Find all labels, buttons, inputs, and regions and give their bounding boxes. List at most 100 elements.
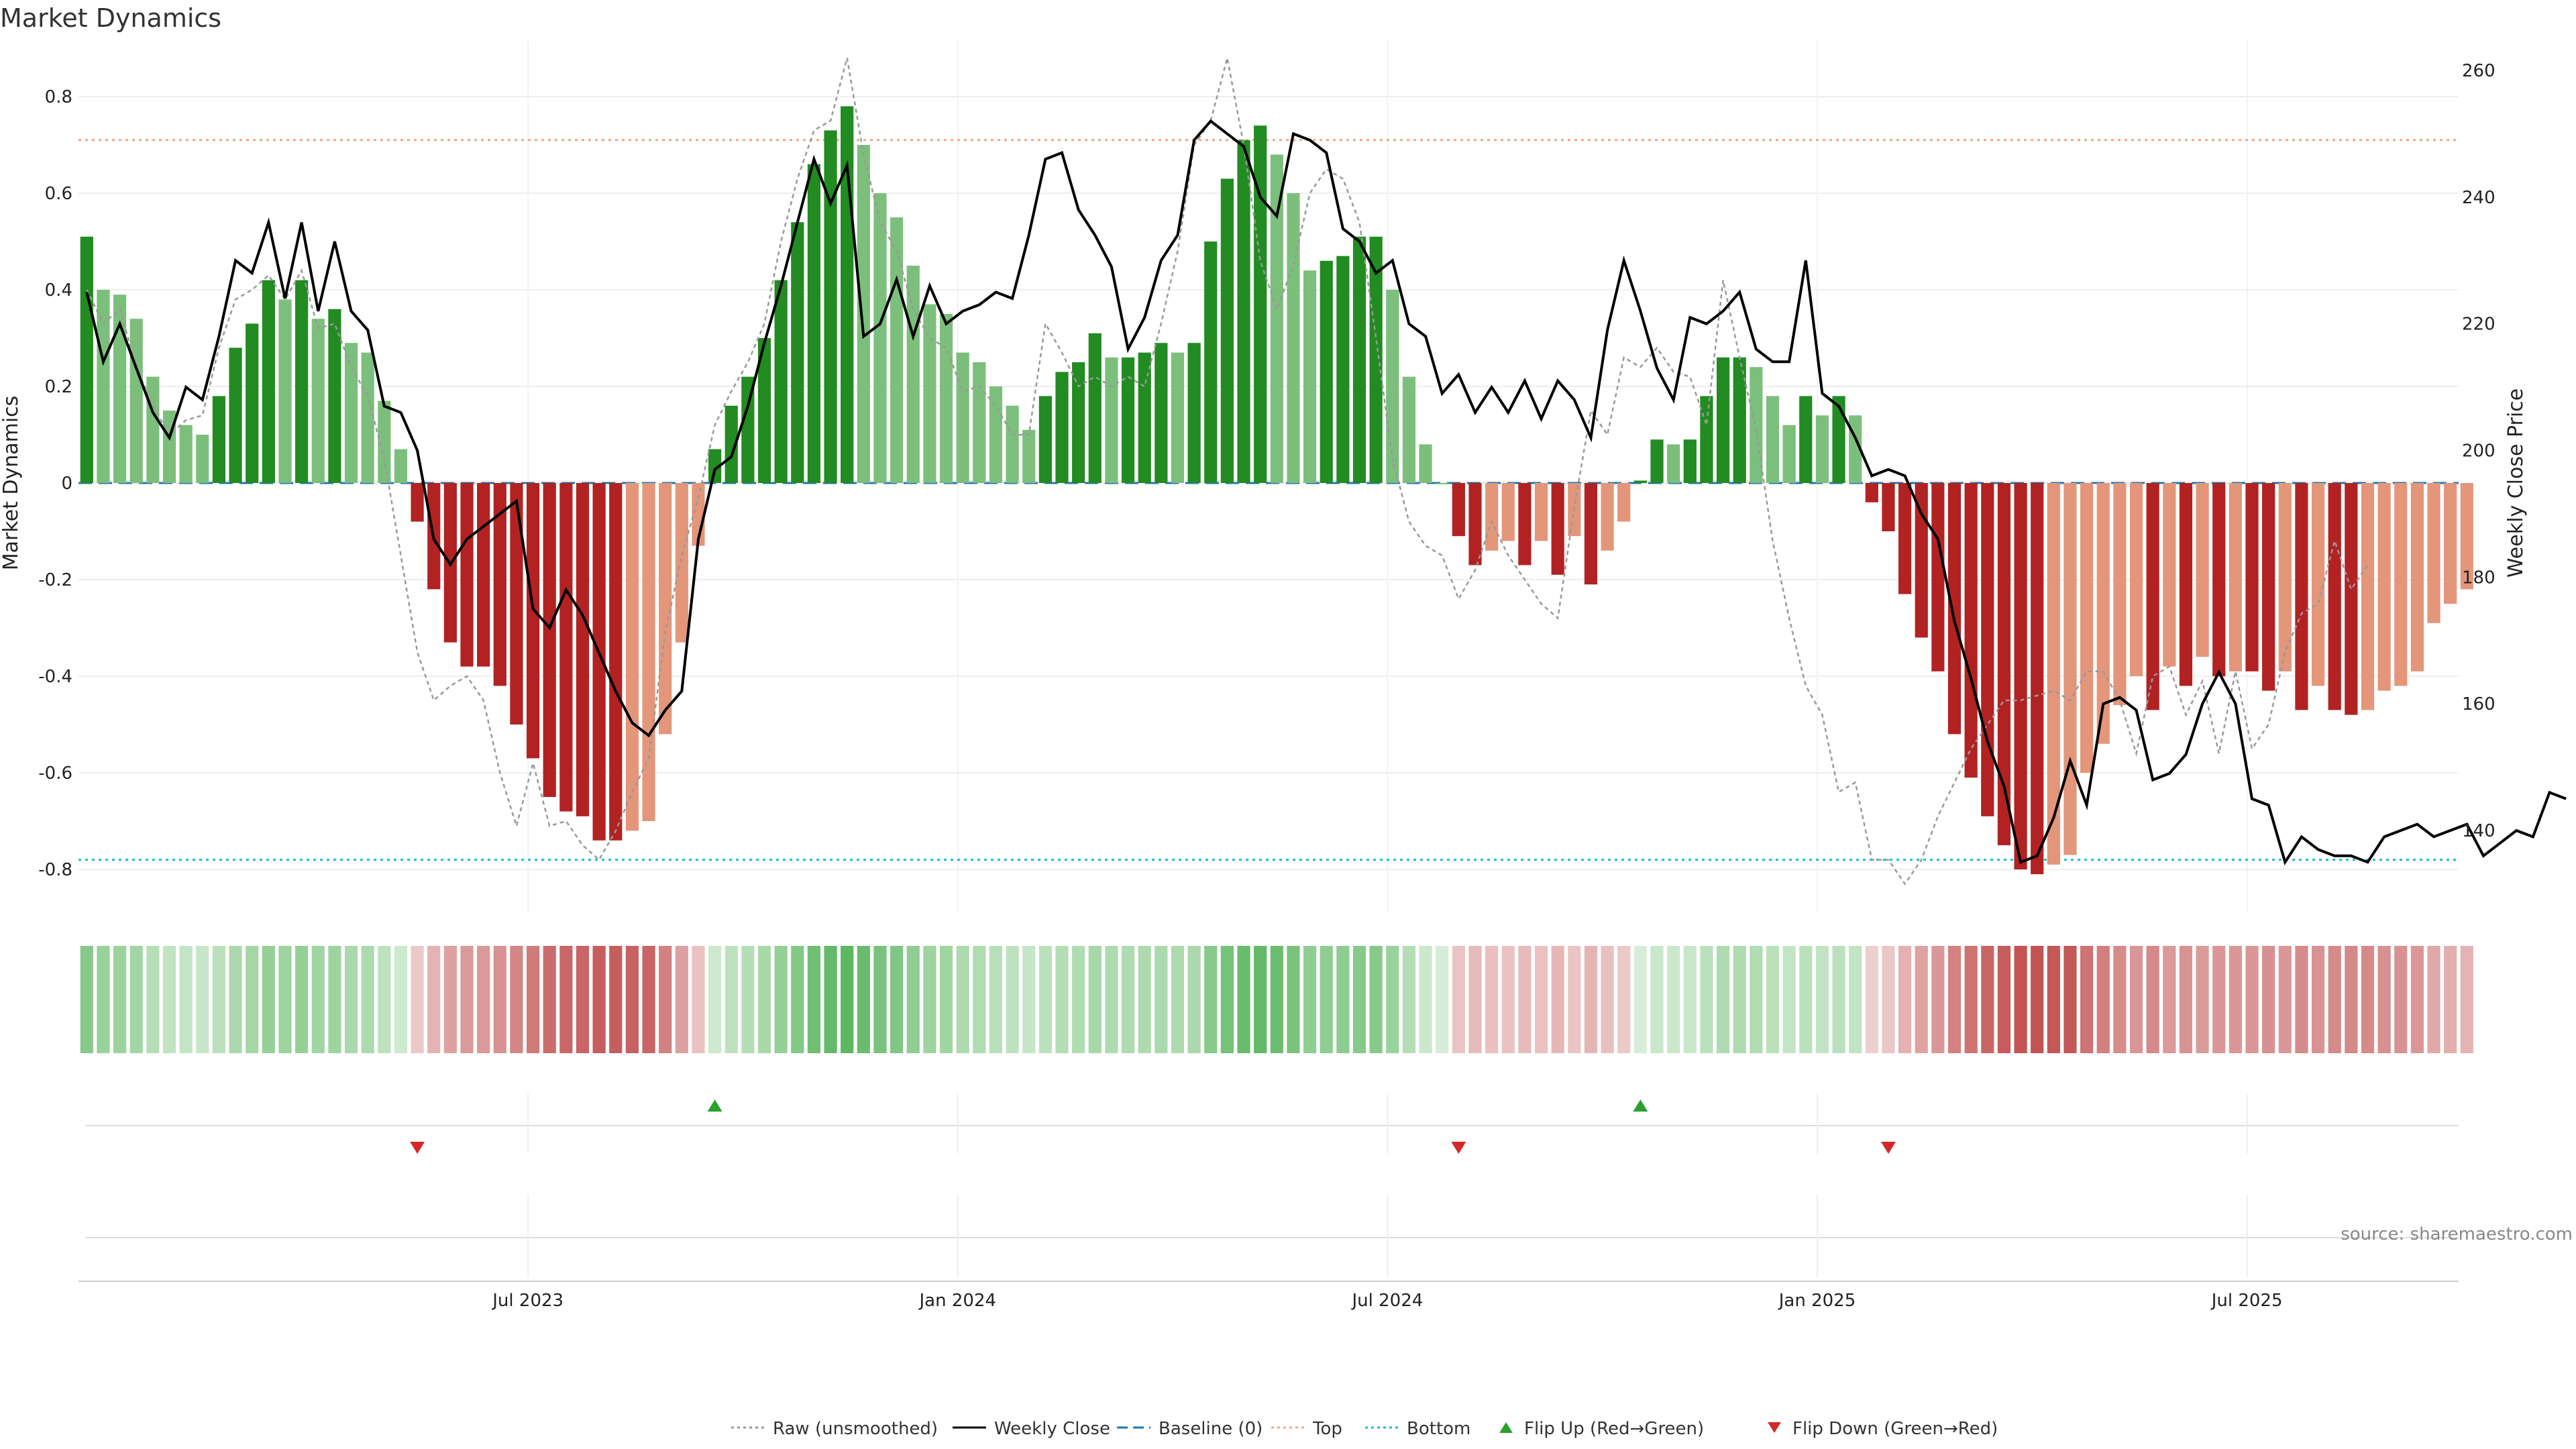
heat-cell-113 — [1948, 946, 1961, 1053]
bar-87 — [1518, 483, 1531, 565]
bar-106 — [1832, 396, 1845, 483]
bar-57 — [1022, 430, 1035, 483]
heat-cell-6 — [180, 946, 193, 1053]
bar-77 — [1353, 237, 1366, 483]
x-tick-label: Jan 2024 — [918, 1291, 997, 1311]
heat-cell-121 — [2080, 946, 2093, 1053]
heat-cell-138 — [2361, 946, 2374, 1053]
heat-cell-142 — [2427, 946, 2440, 1053]
legend-item-4: Bottom — [1365, 1419, 1470, 1439]
heat-cell-110 — [1898, 946, 1911, 1053]
heat-cell-41 — [758, 946, 771, 1053]
heat-cell-126 — [2163, 946, 2176, 1053]
legend-label: Flip Down (Green→Red) — [1792, 1419, 1998, 1439]
heat-cell-84 — [1468, 946, 1481, 1053]
heat-cell-67 — [1188, 946, 1201, 1053]
legend-item-0: Raw (unsmoothed) — [731, 1419, 938, 1439]
heat-cell-88 — [1535, 946, 1548, 1053]
heat-cell-18 — [378, 946, 390, 1053]
bar-138 — [2361, 483, 2374, 710]
heat-cell-2 — [113, 946, 126, 1053]
heat-cell-93 — [1617, 946, 1630, 1053]
bar-102 — [1766, 396, 1779, 483]
heat-cell-38 — [708, 946, 721, 1053]
x-tick-label: Jul 2023 — [491, 1291, 564, 1311]
bar-129 — [2212, 483, 2225, 676]
heat-cell-25 — [494, 946, 506, 1053]
heat-cell-72 — [1271, 946, 1283, 1053]
heat-cell-42 — [775, 946, 788, 1053]
flip-down-marker — [1881, 1142, 1896, 1154]
bar-35 — [659, 483, 672, 734]
heat-cell-127 — [2180, 946, 2192, 1053]
bar-120 — [2063, 483, 2076, 855]
flip-down-marker — [410, 1142, 425, 1154]
bar-50 — [907, 266, 920, 483]
bar-143 — [2444, 483, 2457, 604]
bar-48 — [873, 193, 886, 483]
bar-23 — [460, 483, 473, 667]
heat-cell-100 — [1733, 946, 1746, 1053]
heat-cell-54 — [973, 946, 985, 1053]
left-tick-label: 0.2 — [45, 377, 72, 397]
legend-swatch-triangle-down — [1768, 1422, 1781, 1433]
right-tick-label: 260 — [2462, 61, 2496, 81]
heat-cell-82 — [1436, 946, 1448, 1053]
heat-cell-1 — [97, 946, 109, 1053]
bar-11 — [262, 280, 275, 483]
heat-cell-13 — [295, 946, 308, 1053]
bar-1 — [97, 290, 109, 483]
heat-cell-98 — [1700, 946, 1713, 1053]
heat-cell-61 — [1089, 946, 1102, 1053]
bar-65 — [1155, 343, 1167, 483]
bar-132 — [2262, 483, 2275, 691]
heat-cell-71 — [1254, 946, 1267, 1053]
legend-item-3: Top — [1271, 1419, 1342, 1439]
bar-29 — [559, 483, 572, 812]
bar-142 — [2427, 483, 2440, 623]
heat-cell-50 — [907, 946, 920, 1053]
bar-126 — [2163, 483, 2176, 667]
heat-cell-76 — [1336, 946, 1349, 1053]
bar-33 — [626, 483, 639, 830]
heat-cell-60 — [1072, 946, 1085, 1053]
heat-cell-4 — [146, 946, 159, 1053]
bar-53 — [957, 353, 969, 483]
legend-label: Weekly Close — [994, 1419, 1110, 1439]
heat-cell-130 — [2229, 946, 2242, 1053]
bar-104 — [1799, 396, 1812, 483]
heat-cell-105 — [1816, 946, 1829, 1053]
bar-94 — [1634, 480, 1647, 483]
heat-cell-90 — [1568, 946, 1580, 1053]
market-dynamics-chart: Market Dynamics 0.80.60.40.20-0.2-0.4-0.… — [0, 0, 2576, 1449]
bar-51 — [923, 305, 936, 483]
heat-cell-85 — [1485, 946, 1498, 1053]
heat-cell-77 — [1353, 946, 1366, 1053]
bar-47 — [857, 145, 870, 483]
heat-cell-63 — [1122, 946, 1134, 1053]
heat-cell-112 — [1931, 946, 1944, 1053]
heat-cell-131 — [2245, 946, 2258, 1053]
heat-cell-78 — [1370, 946, 1383, 1053]
legend-item-1: Weekly Close — [953, 1419, 1110, 1439]
bar-100 — [1733, 358, 1746, 483]
bar-66 — [1171, 353, 1184, 483]
chart-title: Market Dynamics — [0, 3, 221, 33]
heat-cell-45 — [824, 946, 837, 1053]
bar-0 — [80, 237, 93, 483]
bar-4 — [146, 377, 159, 483]
heat-cell-91 — [1585, 946, 1597, 1053]
heat-cell-123 — [2113, 946, 2126, 1053]
right-axis-label: Weekly Close Price — [2504, 388, 2528, 578]
heat-cell-23 — [460, 946, 473, 1053]
bar-92 — [1601, 483, 1613, 551]
heat-cell-24 — [477, 946, 490, 1053]
bar-96 — [1667, 444, 1680, 483]
close-line — [87, 121, 2566, 863]
bar-32 — [609, 483, 622, 841]
heat-cell-39 — [725, 946, 738, 1053]
heat-cell-52 — [940, 946, 953, 1053]
bar-130 — [2229, 483, 2242, 672]
heat-cell-55 — [989, 946, 1002, 1053]
heat-cell-101 — [1750, 946, 1762, 1053]
